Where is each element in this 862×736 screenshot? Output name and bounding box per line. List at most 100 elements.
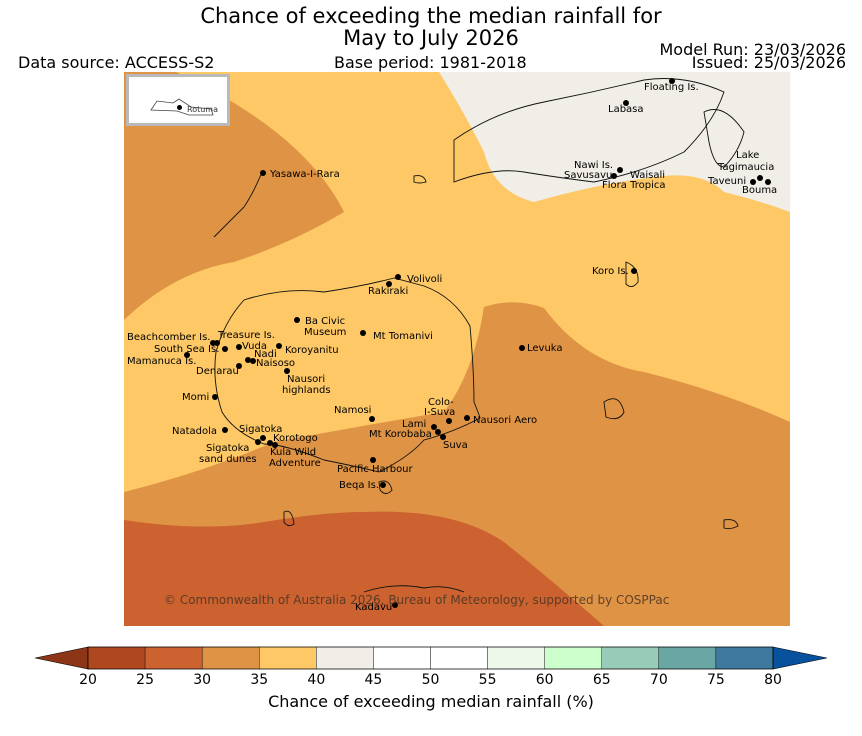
label-denarau: Denarau [196, 366, 239, 377]
label-korobaba: Mt Korobaba [369, 429, 432, 440]
colorbar-cell [601, 646, 660, 670]
marker-labasa [623, 100, 629, 106]
label-vuda: Vuda [242, 341, 267, 352]
zone-30-35-northwest [124, 72, 344, 320]
label-kula-2: Adventure [269, 458, 321, 469]
marker-vuda [236, 344, 242, 350]
label-savusavu: Savusavu [564, 170, 613, 181]
marker-koro [631, 268, 637, 274]
colorbar-tick-label: 35 [250, 672, 269, 688]
marker-yasawa [260, 170, 266, 176]
label-nausori-highlands-1: Nausori [287, 374, 326, 385]
rotuma-marker [177, 105, 182, 110]
model-run: Model Run: 23/03/2026 [659, 40, 847, 59]
base-period: Base period: 1981-2018 [334, 53, 527, 72]
colorbar-cell [487, 646, 545, 670]
label-sigatoka-dunes-2: sand dunes [199, 454, 257, 465]
marker-denarau [236, 363, 242, 369]
label-nadi: Nadi [254, 349, 277, 360]
rotuma-outline [150, 98, 214, 116]
label-labasa: Labasa [608, 104, 644, 115]
colorbar-cell [715, 646, 774, 670]
colorbar-tick-label: 45 [364, 672, 383, 688]
label-colo-2: I-Suva [424, 407, 456, 418]
marker-pacific-harbour [370, 457, 376, 463]
marker-naisoso [250, 358, 256, 364]
colorbar-cell [201, 646, 260, 670]
colorbar-cell [658, 646, 717, 670]
label-pacific: Pacific Harbour [337, 464, 413, 475]
map-layers [124, 72, 790, 626]
colorbar-tick-label: 70 [649, 672, 668, 688]
label-beachcomber: Beachcomber Is. [127, 332, 211, 343]
label-tomanivi: Mt Tomanivi [373, 331, 433, 342]
issued-date: Issued: 25/03/2026 [691, 53, 846, 72]
label-treasure: Treasure Is. [218, 330, 275, 341]
label-colo-1: Colo- [428, 397, 454, 408]
marker-colo-i-suva [446, 418, 452, 424]
label-suva: Suva [443, 440, 468, 451]
marker-treasure [214, 340, 220, 346]
label-namosi: Namosi [334, 405, 372, 416]
marker-nadi [245, 357, 251, 363]
label-naisoso: Naisoso [256, 358, 296, 369]
label-floating: Floating Is. [644, 82, 699, 93]
marker-volivoli [395, 274, 401, 280]
label-kula-1: Kula Wild [270, 447, 317, 458]
marker-lami [431, 424, 437, 430]
marker-savusavu [611, 173, 617, 179]
marker-nausori-aero [464, 415, 470, 421]
rotuma-inset: Rotuma [126, 74, 230, 126]
label-yasawa: Yasawa-I-Rara [270, 169, 340, 180]
label-waisali: Waisali [630, 170, 666, 181]
label-koro: Koro Is. [592, 266, 629, 277]
zone-40-45-northeast [439, 72, 790, 212]
marker-mt-korobaba [435, 429, 441, 435]
marker-taveuni [750, 179, 756, 185]
marker-sigatoka-dunes [255, 439, 261, 445]
marker-koroyanitu [276, 343, 282, 349]
marker-ba-civic [294, 317, 300, 323]
marker-nausori-highlands [284, 368, 290, 374]
marker-mamanuca [184, 352, 190, 358]
label-beqa: Beqa Is. [339, 480, 380, 491]
colorbar-tick-label: 65 [592, 672, 611, 688]
colorbar-outline [87, 646, 774, 670]
label-ba-civic: Ba Civic [305, 316, 346, 327]
marker-rakiraki [386, 281, 392, 287]
rotuma-label: Rotuma [187, 105, 218, 114]
marker-tomanivi [360, 330, 366, 336]
data-source: Data source: ACCESS-S2 [18, 53, 215, 72]
marker-beqa [380, 482, 386, 488]
zone-25-30-south [124, 511, 604, 626]
colorbar-tick-label: 30 [193, 672, 212, 688]
marker-korotogo [267, 440, 273, 446]
colorbar-cells [87, 646, 774, 670]
colorbar-cell [87, 646, 146, 670]
marker-sigatoka [260, 435, 266, 441]
label-nausori-highlands-2: highlands [282, 385, 331, 396]
label-momi: Momi [182, 392, 210, 403]
label-sigatoka: Sigatoka [239, 424, 283, 435]
colorbar-cell [144, 646, 203, 670]
label-natadola: Natadola [172, 426, 218, 437]
label-rakiraki: Rakiraki [368, 286, 409, 297]
coastlines [213, 78, 745, 593]
label-ba-museum: Museum [304, 327, 347, 338]
label-taveuni: Taveuni [708, 176, 747, 187]
colorbar [34, 646, 828, 670]
label-nawi: Nawi Is. [574, 160, 614, 171]
marker-levuka [519, 345, 525, 351]
marker-kadavu [392, 602, 398, 608]
colorbar-over-arrow [772, 646, 828, 670]
label-lami: Lami [402, 419, 427, 430]
colorbar-tick-label: 80 [764, 672, 782, 688]
marker-beachcomber [210, 340, 216, 346]
marker-nawi [617, 167, 623, 173]
label-korotogo: Korotogo [273, 433, 318, 444]
colorbar-cell [259, 646, 317, 670]
colorbar-under-arrow [34, 646, 89, 670]
colorbar-tick-label: 50 [421, 672, 440, 688]
colorbar-cell [316, 646, 374, 670]
marker-kula [272, 442, 278, 448]
